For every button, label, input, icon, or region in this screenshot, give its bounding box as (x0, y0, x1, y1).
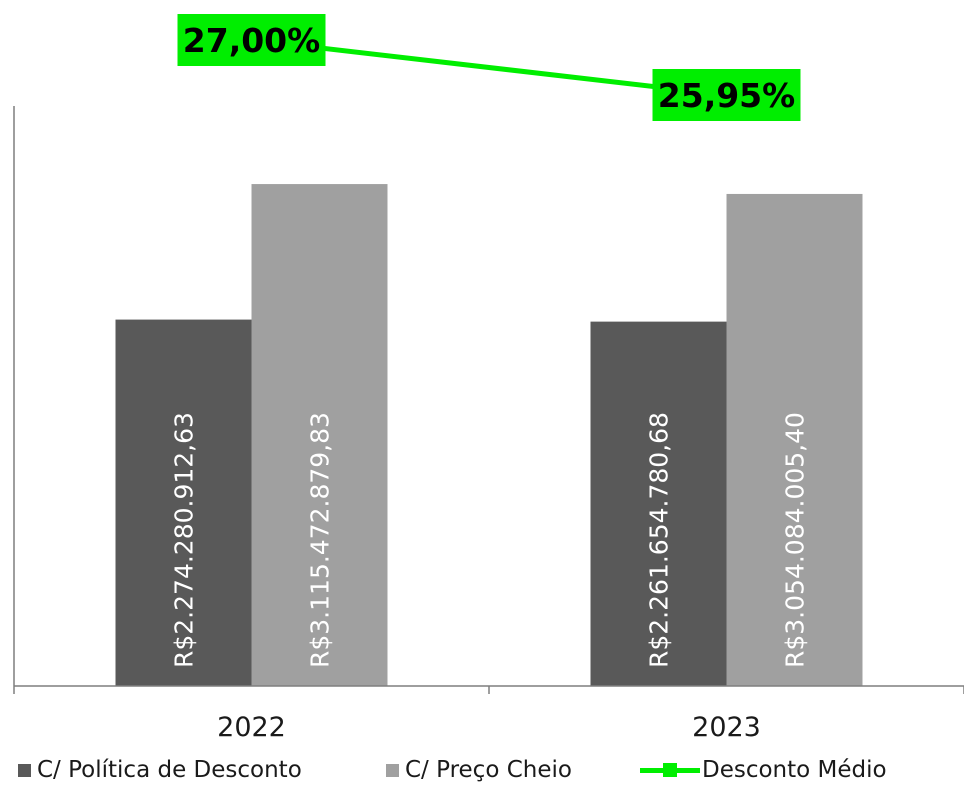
legend-item-preco: C/ Preço Cheio (386, 757, 572, 783)
bar-2022-s1 (251, 184, 388, 687)
bar-2022-s0 (115, 319, 252, 686)
bar-value-label: R$3.054.084.005,40 (781, 412, 810, 668)
legend-label-politica: C/ Política de Desconto (37, 757, 302, 783)
x-tick-label: 2022 (217, 712, 286, 743)
axes-layer: 2022 2023 (13, 106, 964, 743)
trend-point-label: 27,00% (183, 21, 320, 60)
trend-point-label-box (177, 14, 326, 66)
bar-value-label: R$2.261.654.780,68 (645, 412, 674, 668)
trend-line (251, 37, 727, 98)
bars-layer: R$2.274.280.912,63 R$3.115.472.879,83 R$2.… (115, 184, 863, 687)
bar-value-label: R$3.115.472.879,83 (306, 412, 335, 668)
bar-2023-s0 (590, 321, 727, 686)
bar-2023-s1 (726, 193, 863, 686)
legend-swatch-politica (18, 763, 31, 777)
legend-label-preco: C/ Preço Cheio (405, 757, 572, 783)
trend-point-label-box (652, 69, 801, 121)
chart: R$2.274.280.912,63 R$3.115.472.879,83 R$2.… (13, 14, 964, 743)
legend-label-desconto: Desconto Médio (702, 757, 887, 783)
trend-layer: 27,00% 25,95% (177, 14, 801, 121)
legend-swatch-desconto (640, 763, 700, 777)
x-tick-label: 2023 (692, 712, 761, 743)
trend-point-label: 25,95% (658, 76, 795, 115)
legend-item-desconto: Desconto Médio (640, 757, 887, 783)
bar-value-label: R$2.274.280.912,63 (170, 412, 199, 668)
legend-swatch-preco (386, 763, 399, 777)
legend-item-politica: C/ Política de Desconto (18, 757, 302, 783)
legend: C/ Política de Desconto C/ Preço Cheio D… (0, 757, 964, 787)
